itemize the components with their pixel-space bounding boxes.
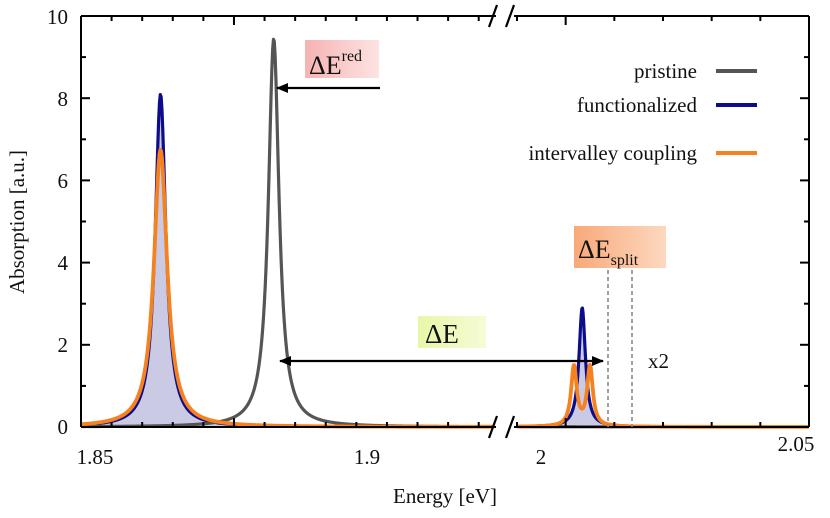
y-tick-label: 0 [58,415,69,439]
plot-frame [80,15,810,428]
delta-e-red-superscript: red [342,48,362,65]
series-line-pristine-left [80,37,495,429]
x-axis-title: Energy [eV] [393,484,497,508]
delta-e-split-annotation: ΔEsplit [574,226,666,427]
y-tick-label: 10 [47,5,68,29]
axis-break-mark-bottom [487,415,516,439]
x-tick-label: 1.9 [354,445,380,469]
scale-factor-note: x2 [648,349,669,373]
y-axis-title: Absorption [a.u.] [5,150,29,294]
series-line-intervalley-coupling-left [79,147,496,429]
y-tick-label: 2 [58,333,69,357]
legend-label-intervalley-coupling: intervalley coupling [528,141,697,165]
tick-layer [80,15,810,428]
x-tick-label: 2.05 [778,432,815,456]
delta-e-red-label: ΔEred [309,48,362,80]
y-tick-label: 6 [58,169,69,193]
delta-e-red-annotation: ΔEred [276,40,380,93]
functionalized-fill-layer [81,94,809,427]
y-tick-labels: 0 2 4 6 8 10 [47,5,69,439]
x-tick-labels: 1.85 1.9 2 2.05 [77,432,815,469]
series-layer [79,37,811,429]
legend: pristine functionalized intervalley coup… [528,59,757,165]
series-line-intervalley-coupling-right [515,362,811,429]
delta-e-red-box [305,40,379,78]
x-tick-label: 2 [536,445,547,469]
legend-label-functionalized: functionalized [577,93,698,117]
delta-e-split-box [574,226,666,268]
functionalized-area-fill-left [81,94,494,427]
y-tick-label: 4 [58,251,69,275]
x-tick-label: 1.85 [77,445,114,469]
delta-e-red-main: ΔE [309,51,342,80]
delta-e-box [418,316,486,348]
delta-e-label: ΔE [425,319,459,349]
delta-e-annotation: ΔE [279,316,604,366]
legend-label-pristine: pristine [634,59,697,83]
y-tick-label: 8 [58,87,69,111]
delta-e-split-label: ΔEsplit [578,235,639,269]
delta-e-split-subscript: split [611,252,639,269]
axis-break-mark-top [487,4,516,28]
delta-e-split-main: ΔE [578,235,611,264]
